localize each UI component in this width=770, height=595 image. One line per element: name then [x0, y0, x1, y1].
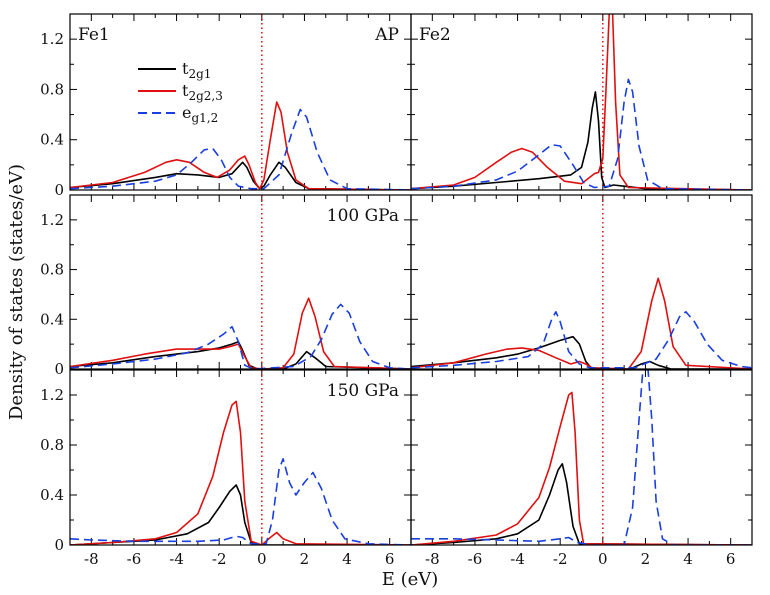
panel-label: Fe1	[78, 25, 110, 45]
curve-t2g1	[70, 340, 411, 369]
curves	[411, 370, 752, 545]
y-tick-label: 0.8	[40, 436, 64, 454]
y-tick-label: 0	[54, 181, 64, 199]
x-tick-label: -8	[425, 550, 440, 568]
y-tick-label: 0.4	[40, 310, 64, 328]
x-tick-label: -6	[468, 550, 483, 568]
panel-frame	[410, 369, 753, 546]
panel-frame	[410, 13, 753, 191]
curve-eg12	[411, 311, 752, 369]
panel-label: 150 GPa	[327, 381, 399, 401]
curve-t2g23	[411, 14, 752, 190]
y-tick-label: 1.2	[40, 30, 64, 48]
x-tick-label: -2	[212, 550, 227, 568]
curve-t2g1	[411, 91, 752, 190]
x-tick-label: 4	[683, 550, 693, 568]
y-tick-label: 0	[54, 360, 64, 378]
curve-t2g23	[411, 391, 752, 545]
curve-eg12	[411, 370, 752, 545]
y-tick-label: 0.8	[40, 261, 64, 279]
curve-eg12	[70, 458, 411, 545]
x-tick-label: 0	[257, 550, 267, 568]
legend-label: eg1,2	[182, 103, 218, 125]
y-axis-label: Density of states (states/eV)	[6, 164, 27, 420]
curves	[70, 101, 411, 190]
curve-t2g23	[70, 297, 411, 369]
panel-0-1: Fe2	[410, 13, 753, 191]
panel-1-1	[410, 194, 753, 370]
curve-t2g1	[411, 335, 752, 369]
x-tick-label: 4	[342, 550, 352, 568]
y-tick-label: 0.4	[40, 131, 64, 149]
curve-t2g1	[70, 484, 411, 545]
curve-t2g23	[411, 277, 752, 369]
legend-label: t2g1	[182, 59, 211, 81]
x-tick-label: 6	[385, 550, 395, 568]
panel-label: 100 GPa	[327, 206, 399, 226]
curve-t2g1	[70, 161, 411, 190]
x-tick-label: -4	[169, 550, 184, 568]
x-tick-label: 2	[300, 550, 310, 568]
x-tick-label: 0	[598, 550, 608, 568]
curve-t2g23	[70, 400, 411, 545]
x-axis-label: E (eV)	[382, 569, 439, 590]
panel-label: Fe2	[419, 25, 451, 45]
x-tick-label: -4	[510, 550, 525, 568]
curves	[70, 297, 411, 369]
curves	[411, 277, 752, 369]
y-tick-label: 0.8	[40, 80, 64, 98]
panel-frame	[410, 194, 753, 370]
x-tick-label: -6	[127, 550, 142, 568]
legend-label: t2g2,3	[182, 81, 223, 103]
curve-eg12	[70, 108, 411, 190]
curves	[70, 400, 411, 545]
panel-1-0: 0 0.4 0.8 1.2 100 GPa	[40, 194, 412, 378]
x-tick-label: 2	[641, 550, 651, 568]
curve-t2g23	[70, 101, 411, 190]
x-tick-label: -8	[84, 550, 99, 568]
curves	[411, 14, 752, 190]
panel-label: AP	[374, 25, 399, 45]
y-tick-label: 0	[54, 536, 64, 554]
curve-eg12	[70, 303, 411, 369]
x-tick-label: -2	[553, 550, 568, 568]
y-tick-label: 0.4	[40, 486, 64, 504]
panel-2-0: 0 0.4 0.8 1.2 -8 -6 -4 -2 0 2 4 6 150 GPa	[40, 369, 412, 568]
panel-0-0: 0 0.4 0.8 1.2 Fe1 AP	[40, 13, 412, 199]
y-tick-label: 1.2	[40, 211, 64, 229]
panel-2-1: -8 -6 -4 -2 0 2 4 6	[410, 369, 753, 568]
y-tick-label: 1.2	[40, 386, 64, 404]
x-tick-label: 6	[726, 550, 736, 568]
curve-eg12	[411, 78, 752, 190]
